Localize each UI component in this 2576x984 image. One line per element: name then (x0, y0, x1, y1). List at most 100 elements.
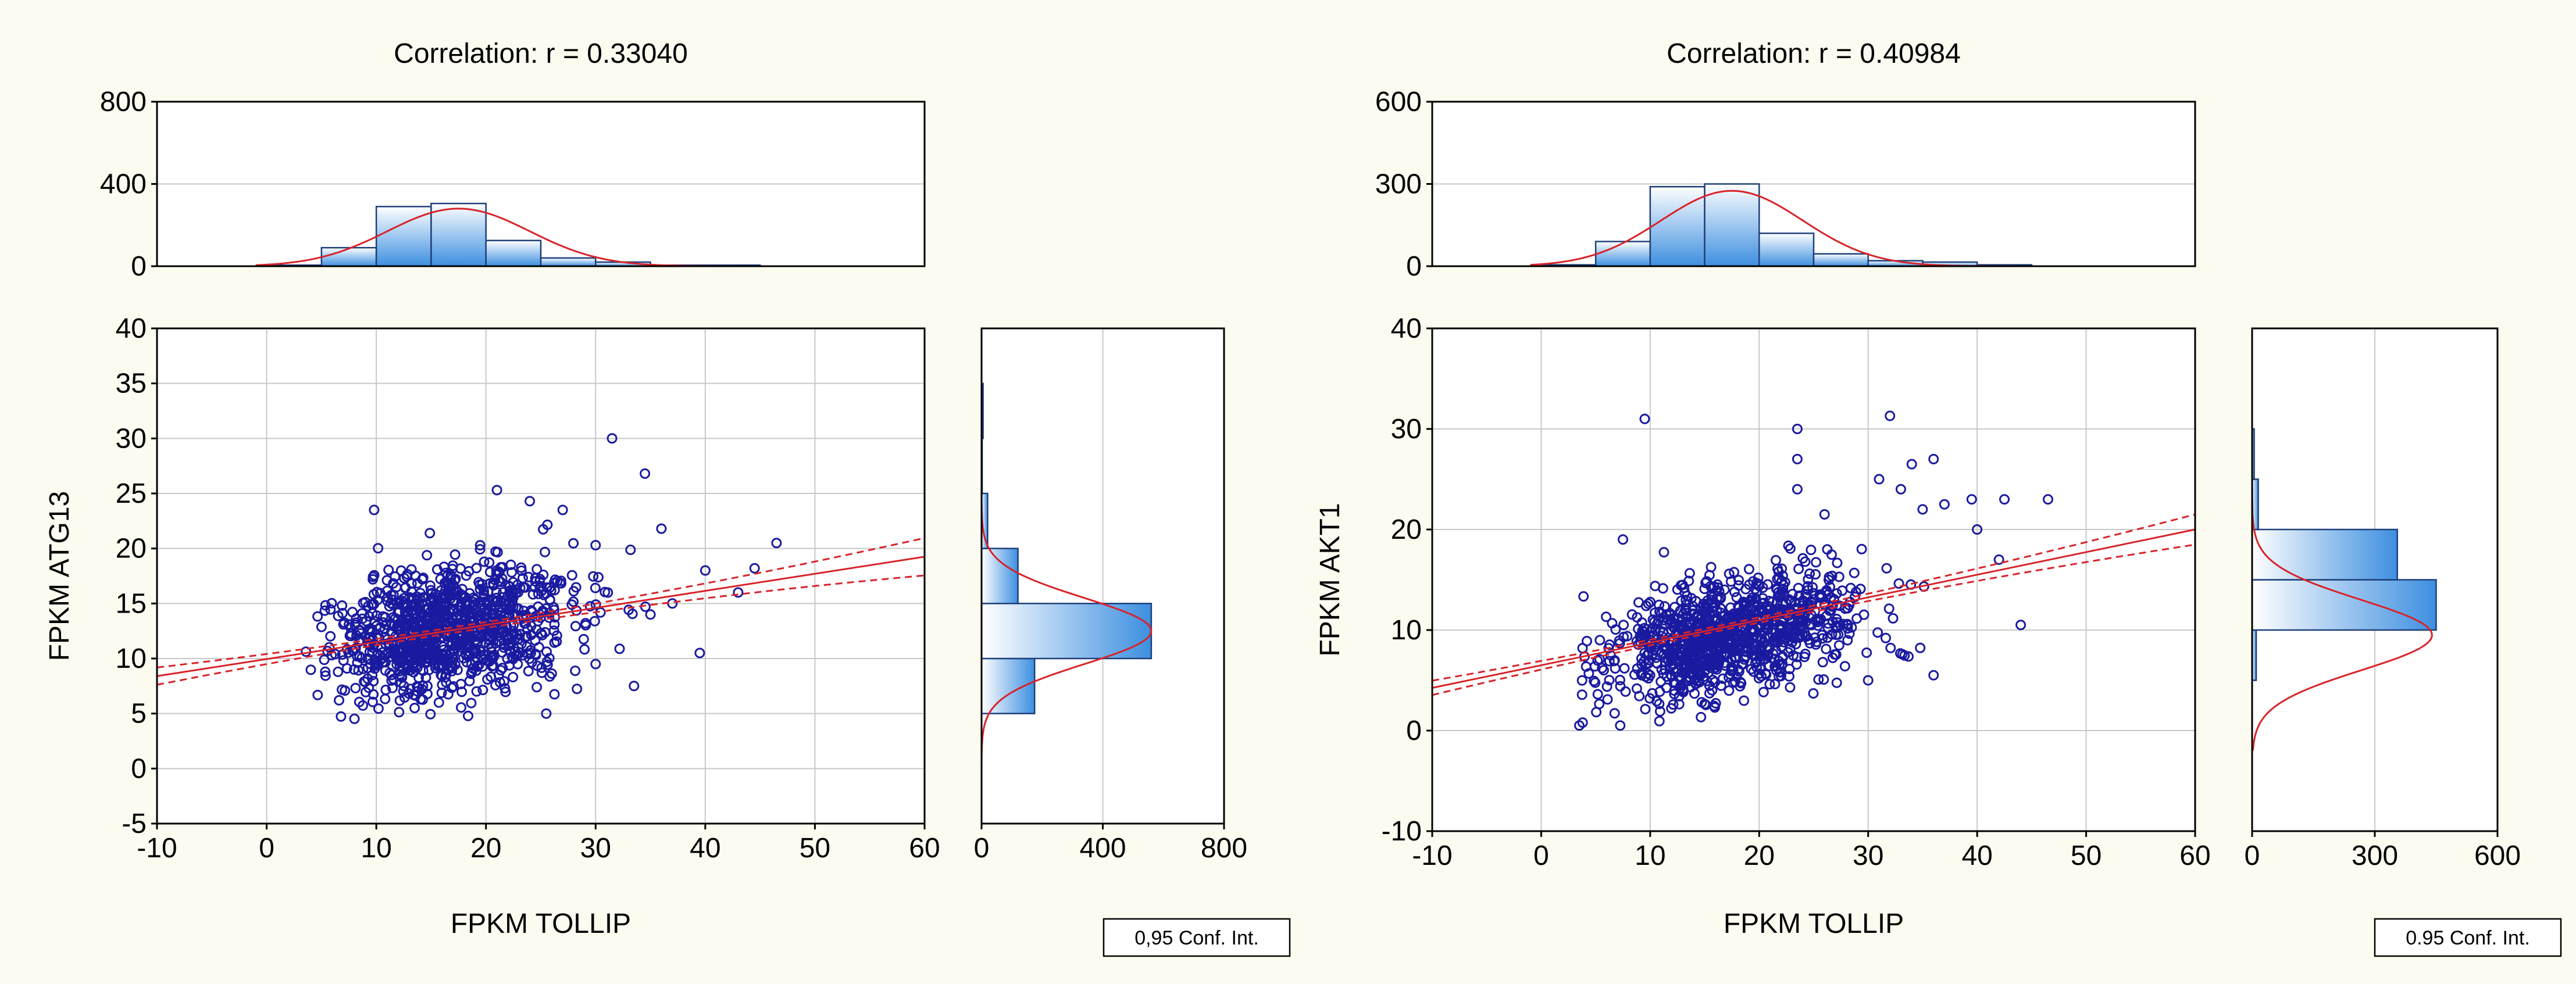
scatter-point (1776, 563, 1787, 574)
scatter-point (1650, 607, 1660, 618)
scatter-point (1591, 707, 1602, 718)
scatter-point (422, 550, 433, 561)
scatter-point (1672, 628, 1683, 639)
scatter-point (1810, 569, 1821, 580)
scatter-point (341, 663, 352, 674)
scatter-point (506, 567, 517, 578)
scatter-point (1810, 639, 1821, 650)
scatter-point (572, 684, 583, 695)
regression-line (1432, 528, 2196, 689)
scatter-point (373, 703, 384, 714)
scatter-point (437, 679, 448, 690)
scatter-point (1807, 582, 1818, 593)
scatter-point (530, 576, 541, 587)
scatter-point (1813, 674, 1824, 685)
scatter-point (463, 710, 473, 721)
scatter-point (1610, 663, 1621, 674)
scatter-point (516, 565, 527, 576)
scatter-point (1676, 674, 1687, 685)
scatter-point (1686, 659, 1697, 670)
scatter-point (1791, 620, 1802, 631)
scatter-point (383, 564, 394, 575)
confidence-band-lower (1432, 543, 2196, 696)
scatter-point (2043, 494, 2053, 505)
scatter-point (1622, 631, 1633, 642)
scatter-point (521, 631, 532, 642)
scatter-point (1614, 635, 1625, 646)
scatter-point (505, 559, 516, 570)
scatter-point (1708, 597, 1719, 607)
scatter-point (1899, 650, 1910, 661)
scatter-point (484, 639, 495, 650)
scatter-point (1755, 654, 1766, 665)
scatter-point (1694, 617, 1706, 628)
scatter-point (1777, 658, 1788, 669)
scatter-point (1939, 499, 1950, 510)
scatter-point (497, 663, 508, 674)
scatter-point (436, 640, 447, 651)
scatter-point (525, 645, 536, 656)
scatter-point (1650, 624, 1661, 635)
scatter-point (606, 433, 618, 444)
scatter-point (1664, 639, 1675, 650)
scatter-point (1700, 577, 1711, 588)
scatter-point (443, 689, 454, 700)
scatter-point (1831, 677, 1842, 688)
scatter-point (305, 664, 316, 675)
scatter-point (455, 602, 466, 613)
scatter-point (1609, 708, 1620, 719)
scatter-point (1893, 578, 1904, 589)
scatter-point (472, 661, 483, 672)
scatter-point (1615, 720, 1626, 731)
scatter-point (1808, 688, 1819, 699)
scatter-point (1685, 641, 1696, 652)
scatter-point (382, 596, 393, 607)
top-histogram-tick-label: 0 (1406, 251, 1422, 282)
confidence-band-upper (1432, 513, 2196, 682)
scatter-point (1576, 675, 1587, 686)
scatter-point (1717, 629, 1728, 640)
legend-box (1103, 918, 1291, 957)
scatter-point (1704, 654, 1715, 665)
scatter-point (1817, 657, 1828, 668)
scatter-point (1849, 567, 1860, 578)
scatter-point (366, 627, 377, 638)
scatter-point (387, 594, 398, 605)
scatter-point (537, 629, 548, 641)
scatter-point (1604, 639, 1615, 650)
scatter-point (312, 611, 323, 622)
scatter-point (1685, 652, 1696, 663)
scatter-point (349, 713, 360, 724)
scatter-point (614, 643, 625, 654)
scatter-point (1793, 563, 1804, 574)
scatter-point (409, 703, 420, 714)
x-tick-label: 10 (1635, 840, 1665, 871)
x-tick-label: 10 (361, 833, 391, 864)
scatter-point (1833, 571, 1844, 582)
scatter-point (523, 665, 534, 677)
scatter-point (1821, 643, 1832, 654)
scatter-point (542, 659, 553, 670)
scatter-point (1659, 601, 1670, 612)
scatter-point (1874, 474, 1885, 485)
x-tick-label: 30 (1853, 840, 1883, 871)
scatter-point (541, 646, 552, 657)
scatter-point (1813, 620, 1824, 631)
scatter-point (568, 596, 579, 607)
scatter-point (1681, 599, 1692, 610)
scatter-point (380, 685, 391, 695)
scatter-point (474, 544, 486, 555)
scatter-point (1717, 673, 1728, 684)
scatter-point (1743, 609, 1754, 620)
scatter-point (455, 621, 466, 632)
scatter-point (1602, 694, 1613, 705)
scatter-point (330, 649, 341, 660)
scatter-point (1906, 459, 1917, 470)
scatter-point (1696, 697, 1707, 708)
scatter-point (551, 636, 562, 647)
scatter-point (412, 643, 423, 654)
scatter-point (1993, 554, 2004, 565)
scatter-point (1626, 609, 1637, 620)
scatter-point (1594, 635, 1605, 646)
